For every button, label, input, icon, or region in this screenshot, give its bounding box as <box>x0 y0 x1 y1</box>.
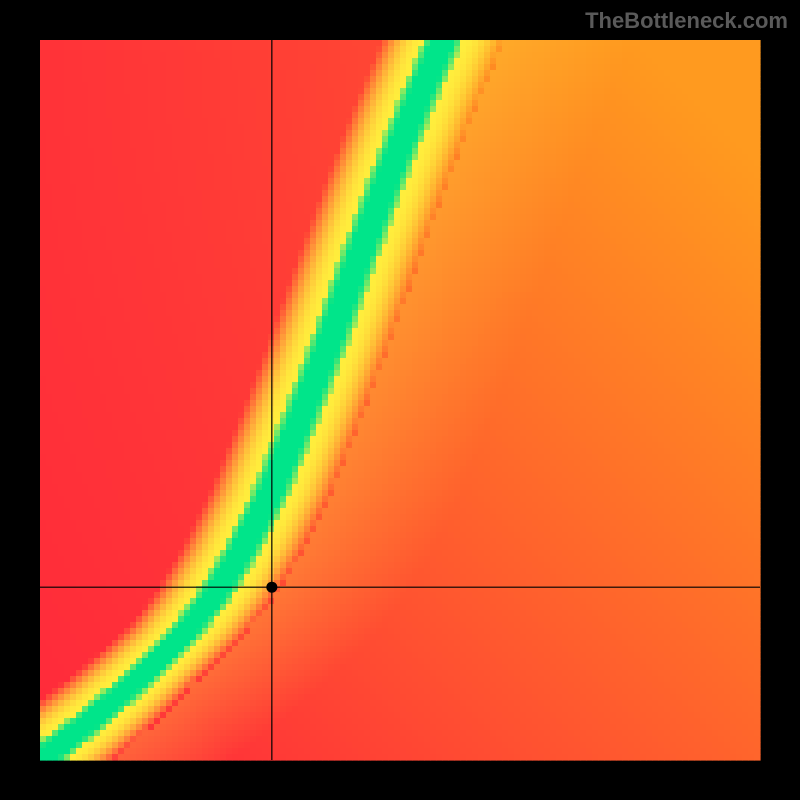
heatmap-cells <box>40 40 761 761</box>
crosshair-dot <box>266 582 277 593</box>
bottleneck-heatmap: TheBottleneck.com <box>0 0 800 800</box>
attribution-text: TheBottleneck.com <box>585 8 788 33</box>
